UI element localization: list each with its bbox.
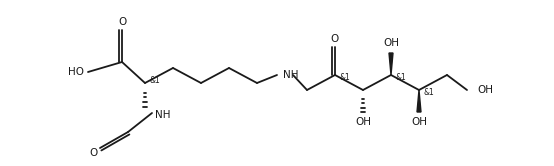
Text: NH: NH (283, 70, 299, 80)
Text: OH: OH (411, 117, 427, 127)
Text: OH: OH (477, 85, 493, 95)
Text: NH: NH (155, 110, 171, 120)
Text: HO: HO (68, 67, 84, 77)
Polygon shape (389, 53, 393, 75)
Text: &1: &1 (424, 87, 435, 96)
Text: &1: &1 (149, 76, 160, 84)
Text: OH: OH (355, 117, 371, 127)
Text: O: O (118, 17, 126, 27)
Text: &1: &1 (396, 73, 407, 82)
Text: &1: &1 (340, 73, 351, 82)
Polygon shape (417, 90, 421, 112)
Text: O: O (89, 148, 97, 158)
Text: O: O (331, 34, 339, 44)
Text: OH: OH (383, 38, 399, 48)
